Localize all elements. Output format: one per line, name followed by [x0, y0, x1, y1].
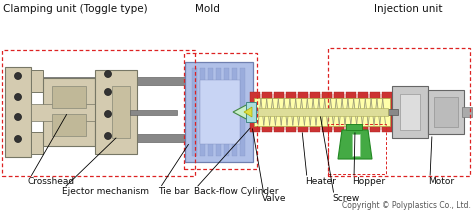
Bar [262, 92, 272, 132]
Text: Clamping unit (Toggle type): Clamping unit (Toggle type) [3, 4, 147, 14]
Bar [224, 68, 229, 156]
Bar [358, 92, 368, 132]
Bar [95, 70, 137, 154]
Bar [43, 78, 95, 146]
Bar [310, 92, 320, 132]
Circle shape [104, 89, 111, 95]
Bar [392, 86, 428, 138]
Bar [400, 94, 420, 130]
Bar [52, 86, 86, 108]
Circle shape [15, 135, 21, 143]
Bar [382, 92, 392, 132]
Bar [192, 68, 197, 156]
Circle shape [104, 70, 111, 77]
Text: Back-flow Cylinder: Back-flow Cylinder [194, 187, 279, 196]
Bar [388, 109, 398, 115]
Text: Hopper: Hopper [352, 177, 385, 186]
Bar [428, 90, 464, 134]
Bar [31, 104, 95, 121]
Text: Motor: Motor [428, 177, 454, 186]
Text: Crosshead: Crosshead [28, 177, 75, 186]
Bar [2, 50, 195, 176]
Bar [31, 70, 43, 92]
Text: Screw: Screw [332, 194, 359, 203]
Polygon shape [338, 130, 372, 159]
Bar [274, 92, 284, 132]
Bar [31, 132, 43, 154]
Bar [254, 98, 390, 126]
Circle shape [104, 110, 111, 117]
Bar [200, 80, 240, 144]
Bar [462, 107, 472, 117]
Bar [370, 92, 380, 132]
Polygon shape [248, 102, 258, 122]
Bar [240, 68, 245, 156]
Bar [250, 94, 393, 130]
Bar [250, 92, 260, 132]
Bar [5, 134, 195, 142]
Circle shape [15, 73, 21, 79]
Bar [208, 68, 213, 156]
Bar [346, 92, 356, 132]
Bar [346, 124, 362, 130]
Text: Copyright © Polyplastics Co., Ltd.: Copyright © Polyplastics Co., Ltd. [342, 201, 471, 210]
Text: Mold: Mold [195, 4, 220, 14]
Circle shape [104, 132, 111, 140]
Bar [52, 114, 86, 136]
Bar [298, 92, 308, 132]
Bar [5, 67, 31, 157]
Text: Valve: Valve [262, 194, 286, 203]
Bar [185, 62, 253, 162]
Bar [130, 110, 177, 115]
Bar [200, 68, 205, 156]
Bar [184, 53, 257, 169]
Polygon shape [244, 107, 252, 117]
Text: Ejector mechanism: Ejector mechanism [62, 187, 149, 196]
Bar [258, 108, 388, 116]
Text: Heater: Heater [305, 177, 336, 186]
Bar [286, 92, 296, 132]
Bar [328, 48, 470, 176]
Bar [352, 134, 360, 156]
Bar [232, 68, 237, 156]
Bar [5, 77, 195, 85]
Bar [216, 68, 221, 156]
Text: Injection unit: Injection unit [374, 4, 443, 14]
Circle shape [15, 113, 21, 120]
Text: Tie bar: Tie bar [158, 187, 189, 196]
Bar [112, 86, 130, 138]
Bar [434, 97, 458, 127]
Bar [334, 92, 344, 132]
Bar [328, 124, 386, 174]
Bar [322, 92, 332, 132]
Bar [246, 102, 256, 122]
Polygon shape [233, 103, 250, 121]
Circle shape [15, 94, 21, 101]
